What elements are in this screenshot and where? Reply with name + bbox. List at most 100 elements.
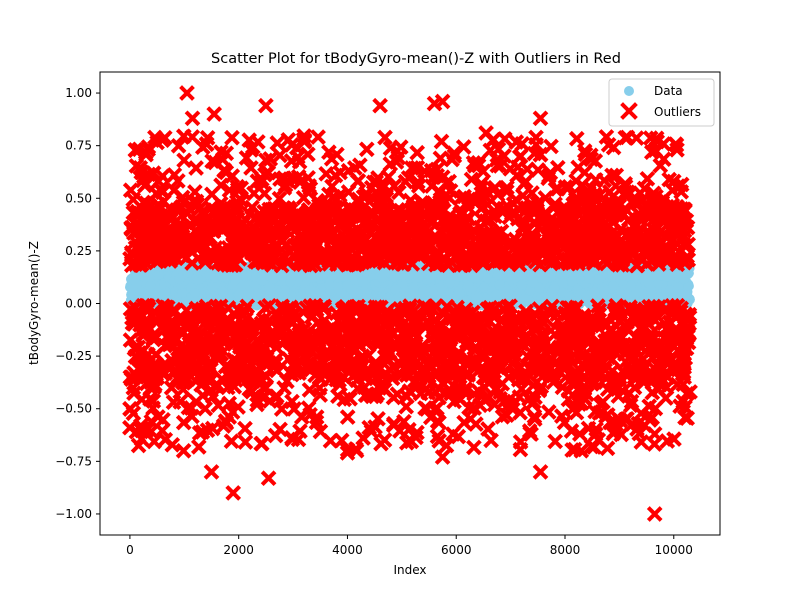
outlier-point (607, 240, 623, 256)
outlier-point (202, 248, 219, 265)
outlier-point (318, 228, 335, 245)
outlier-point (435, 211, 452, 227)
outlier-point (457, 232, 474, 248)
outlier-point (348, 227, 364, 243)
outlier-point (250, 134, 266, 150)
outlier-point (249, 224, 265, 241)
outlier-point (204, 388, 221, 405)
outlier-point (652, 157, 669, 174)
data-point (204, 269, 215, 280)
data-point (189, 288, 200, 299)
outlier-point (476, 239, 492, 256)
outlier-point (631, 223, 647, 239)
outlier-point (283, 137, 300, 153)
outlier-point (377, 129, 393, 146)
outlier-point (300, 169, 316, 186)
outlier-point (301, 382, 318, 398)
outlier-point (428, 256, 444, 273)
outlier-point (645, 185, 662, 202)
outlier-point (570, 159, 587, 176)
outlier-point (457, 253, 474, 269)
outlier-point (135, 250, 152, 267)
outlier-point (166, 167, 183, 183)
outlier-point (156, 129, 173, 146)
data-point (136, 286, 147, 297)
outlier-point (643, 144, 660, 161)
outlier-point (507, 238, 524, 255)
outlier-point (628, 130, 645, 146)
data-point (234, 289, 244, 300)
outlier-point (300, 202, 317, 218)
data-point (683, 281, 694, 291)
data-point (177, 287, 188, 298)
data-point (528, 277, 539, 288)
outlier-point (404, 237, 420, 254)
outlier-point (257, 166, 273, 183)
data-point (357, 276, 368, 287)
outlier-point (441, 173, 458, 190)
outlier-point (300, 146, 316, 163)
outlier-point (504, 397, 521, 413)
outlier-point (399, 249, 416, 266)
outlier-point (487, 179, 503, 196)
outlier-point (340, 184, 357, 200)
outlier-point (199, 129, 216, 146)
outlier-point (487, 208, 503, 225)
data-point (557, 278, 568, 288)
data-point (377, 272, 388, 283)
outlier-point (246, 185, 262, 202)
outlier-point (315, 211, 331, 228)
outlier-point (596, 172, 613, 189)
outlier-point (455, 139, 472, 155)
outlier-point (122, 182, 139, 199)
outlier-point (358, 141, 375, 158)
outlier-point (496, 131, 513, 147)
outlier-point (356, 205, 372, 222)
outlier-point (517, 202, 534, 219)
outlier-point (669, 141, 685, 158)
outlier-point (433, 133, 450, 150)
outlier-point (563, 251, 580, 268)
outlier-point (339, 409, 356, 425)
data-point (264, 282, 275, 292)
outlier-point (511, 149, 528, 165)
outlier-point (379, 232, 395, 249)
data-point (675, 289, 685, 300)
outlier-point (269, 135, 286, 151)
data-point (445, 277, 455, 288)
outlier-point (438, 231, 454, 248)
data-point (494, 280, 505, 291)
data-point (467, 272, 478, 283)
outlier-point (525, 228, 541, 245)
outlier-point (547, 433, 564, 450)
data-point (333, 282, 344, 293)
outlier-point (622, 185, 638, 201)
outlier-point (190, 213, 206, 230)
data-point (567, 276, 578, 287)
outlier-point (293, 245, 309, 261)
outlier-point (490, 141, 507, 158)
outlier-point (272, 421, 288, 438)
data-point (661, 271, 672, 282)
outlier-point (553, 408, 570, 424)
outlier-point (590, 240, 607, 257)
data-point (352, 288, 363, 299)
outlier-point (253, 252, 270, 269)
outlier-point (463, 171, 480, 188)
outlier-point (526, 411, 543, 427)
outlier-point (344, 255, 360, 272)
outlier-point (521, 209, 538, 226)
data-point (413, 272, 424, 283)
outlier-point (213, 177, 229, 194)
outlier-point (156, 193, 172, 210)
data-point (174, 274, 185, 285)
outlier-point (371, 253, 388, 269)
outlier-point (256, 185, 273, 202)
outlier-point (385, 417, 402, 434)
outlier-point (350, 173, 367, 189)
data-point (625, 280, 636, 291)
data-point (598, 286, 609, 297)
outlier-point (409, 159, 426, 176)
outlier-point (237, 211, 254, 228)
